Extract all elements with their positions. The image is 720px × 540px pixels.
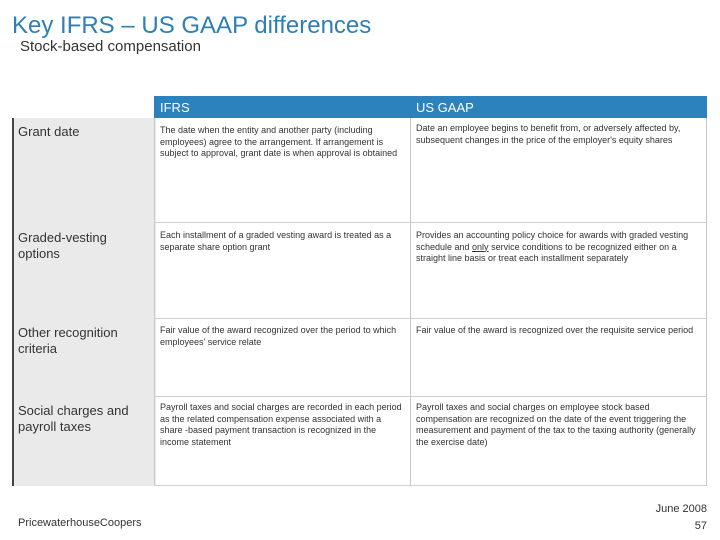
cell-text: Provides an accounting policy choice for…	[416, 230, 689, 252]
emphasis-only: only	[472, 241, 489, 252]
cell-ifrs-other-recognition: Fair value of the award recognized over …	[160, 325, 397, 347]
row-divider	[154, 222, 707, 223]
page-title: Key IFRS – US GAAP differences	[12, 12, 372, 39]
row-band-grant-date	[12, 118, 156, 222]
column-header-ifrs: IFRS	[160, 100, 190, 115]
row-band-social-charges	[12, 396, 156, 486]
row-divider	[154, 318, 707, 319]
column-divider	[706, 118, 707, 486]
row-band-graded-vesting	[12, 222, 156, 318]
cell-ifrs-graded-vesting: Each installment of a graded vesting awa…	[160, 230, 392, 252]
comparison-table: IFRS US GAAP Grant date The date when th…	[12, 96, 707, 486]
footer-date: June 2008	[655, 503, 707, 515]
column-header-usgaap: US GAAP	[416, 100, 474, 115]
cell-usgaap-social-charges: Payroll taxes and social charges on empl…	[416, 402, 696, 447]
cell-ifrs-grant-date: The date when the entity and another par…	[160, 125, 398, 158]
column-divider	[410, 118, 411, 486]
row-label-other-recognition: Other recognition criteria	[18, 325, 118, 356]
row-label-graded-vesting: Graded-vesting options	[18, 230, 107, 261]
row-label-grant-date: Grant date	[18, 124, 80, 139]
row-divider	[154, 396, 707, 397]
cell-ifrs-social-charges: Payroll taxes and social charges are rec…	[160, 402, 402, 447]
row-label-social-charges: Social charges and payroll taxes	[18, 403, 129, 434]
row-divider	[154, 485, 707, 486]
table-header-bar	[154, 96, 707, 118]
cell-text: service conditions to be recognized eith…	[416, 241, 677, 264]
row-band-other-recognition	[12, 318, 156, 396]
column-divider	[154, 118, 155, 486]
cell-usgaap-graded-vesting: Provides an accounting policy choice for…	[416, 230, 700, 265]
cell-usgaap-other-recognition: Fair value of the award is recognized ov…	[416, 325, 694, 335]
page-number: 57	[694, 520, 707, 532]
page-subtitle: Stock-based compensation	[20, 38, 201, 55]
company-name: PricewaterhouseCoopers	[18, 517, 142, 529]
cell-usgaap-grant-date: Date an employee begins to benefit from,…	[416, 123, 681, 145]
